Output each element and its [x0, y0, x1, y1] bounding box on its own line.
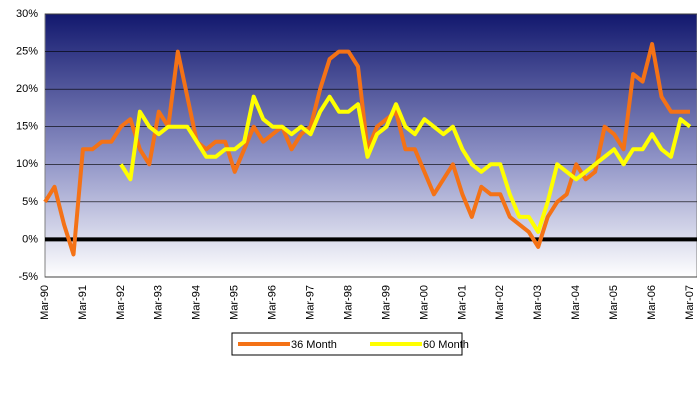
y-tick-label: 0%	[22, 233, 38, 245]
y-tick-label: 5%	[22, 196, 38, 208]
legend-label: 36 Month	[291, 339, 337, 351]
x-tick-label: Mar-97	[304, 285, 316, 320]
y-tick-label: 20%	[16, 83, 38, 95]
x-tick-label: Mar-95	[229, 285, 241, 320]
y-tick-label: 25%	[16, 45, 38, 57]
x-tick-label: Mar-98	[342, 285, 354, 320]
x-tick-label: Mar-94	[191, 285, 203, 320]
x-tick-label: Mar-96	[267, 285, 279, 320]
x-tick-label: Mar-92	[115, 285, 127, 320]
line-series	[119, 94, 692, 234]
legend-label: 60 Month	[423, 339, 469, 351]
x-tick-label: Mar-06	[646, 285, 658, 320]
y-tick-label: 10%	[16, 158, 38, 170]
x-tick-label: Mar-01	[456, 285, 468, 320]
y-tick-label: 30%	[16, 8, 38, 20]
x-tick-label: Mar-93	[153, 285, 165, 320]
x-tick-label: Mar-04	[570, 285, 582, 320]
x-tick-label: Mar-02	[494, 285, 506, 320]
y-tick-label: -5%	[18, 271, 38, 283]
x-tick-label: Mar-07	[684, 285, 696, 320]
legend	[231, 332, 463, 356]
x-tick-label: Mar-91	[77, 285, 89, 320]
y-tick-label: 15%	[16, 121, 38, 133]
x-tick-label: Mar-90	[39, 285, 51, 320]
x-tick-label: Mar-05	[608, 285, 620, 320]
x-tick-label: Mar-99	[380, 285, 392, 320]
x-tick-label: Mar-03	[532, 285, 544, 320]
x-tick-label: Mar-00	[418, 285, 430, 320]
